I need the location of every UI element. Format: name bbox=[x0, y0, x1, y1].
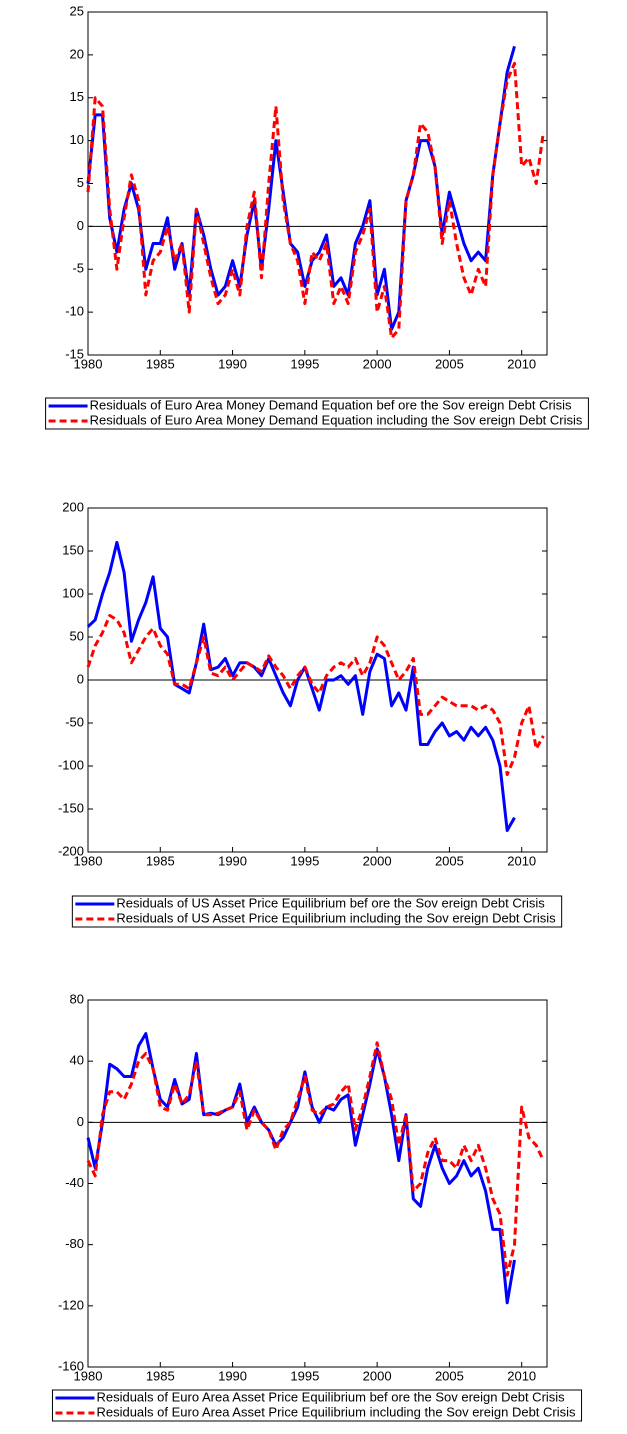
x-tick-label: 1980 bbox=[74, 853, 103, 868]
chart: -200 -150 -100 -50 0 50 100 150 200 1980 1985 1990 1… bbox=[58, 499, 563, 928]
y-tick-label: -15 bbox=[65, 346, 84, 361]
y-tick-label: 100 bbox=[62, 585, 84, 600]
y-tick-label: 50 bbox=[70, 628, 84, 643]
series-line bbox=[86, 614, 545, 777]
x-tick-label: 1990 bbox=[218, 1368, 247, 1383]
legend-frame bbox=[45, 397, 589, 430]
y-tick-label: 5 bbox=[77, 175, 84, 190]
x-tick-label: 1985 bbox=[146, 356, 175, 371]
y-tick-label: -5 bbox=[72, 261, 84, 276]
legend-label: Residuals of Euro Area Asset Price Equil… bbox=[96, 1404, 576, 1419]
y-tick-label: -50 bbox=[65, 714, 84, 729]
x-tick-label: 2005 bbox=[435, 853, 464, 868]
legend-frame bbox=[71, 895, 563, 928]
legend-label: Residuals of Euro Area Asset Price Equil… bbox=[96, 1389, 565, 1404]
y-tick-label: 25 bbox=[70, 3, 84, 18]
series-line bbox=[86, 1032, 516, 1305]
plot-frame bbox=[87, 11, 548, 356]
legend-label: Residuals of US Asset Price Equilibrium … bbox=[116, 910, 556, 925]
y-tick-label: 20 bbox=[70, 46, 84, 61]
x-tick-label: 2000 bbox=[363, 853, 392, 868]
x-tick-label: 1995 bbox=[290, 356, 319, 371]
y-tick-label: 200 bbox=[62, 499, 84, 514]
x-tick-label: 1990 bbox=[218, 356, 247, 371]
legend-label: Residuals of Euro Area Money Demand Equa… bbox=[90, 412, 583, 427]
legend: Residuals of Euro Area Asset Price Equil… bbox=[51, 1389, 583, 1422]
x-tick-label: 2000 bbox=[363, 1368, 392, 1383]
y-tick-label: 150 bbox=[62, 542, 84, 557]
series-line bbox=[86, 540, 516, 832]
y-tick-label: 80 bbox=[70, 991, 84, 1006]
x-tick-label: 1995 bbox=[290, 1368, 319, 1383]
y-tick-label: 15 bbox=[70, 89, 84, 104]
y-tick-label: 10 bbox=[70, 132, 84, 147]
y-tick-label: -160 bbox=[58, 1358, 84, 1373]
legend: Residuals of US Asset Price Equilibrium … bbox=[71, 895, 563, 928]
x-tick-label: 1990 bbox=[218, 853, 247, 868]
x-tick-label: 2010 bbox=[507, 853, 536, 868]
x-tick-label: 1985 bbox=[146, 1368, 175, 1383]
chart: -15 -10 -5 0 5 10 15 20 25 1980 1985 1990 1995 2000 20… bbox=[45, 3, 589, 430]
x-tick-label: 2010 bbox=[507, 1368, 536, 1383]
series-line bbox=[86, 1041, 545, 1277]
series-line bbox=[86, 61, 545, 340]
x-tick-label: 1985 bbox=[146, 853, 175, 868]
plot-frame bbox=[87, 999, 548, 1368]
x-tick-label: 2005 bbox=[435, 356, 464, 371]
y-tick-label: 0 bbox=[77, 218, 84, 233]
y-tick-label: -40 bbox=[65, 1175, 84, 1190]
chart: -160 -120 -80 -40 0 40 80 1980 1985 1990 1995 2000 2… bbox=[51, 991, 583, 1422]
legend-label: Residuals of Euro Area Money Demand Equa… bbox=[90, 397, 572, 412]
y-tick-label: 0 bbox=[77, 671, 84, 686]
legend-label: Residuals of US Asset Price Equilibrium … bbox=[116, 895, 545, 910]
y-tick-label: -120 bbox=[58, 1297, 84, 1312]
y-tick-label: -150 bbox=[58, 800, 84, 815]
y-tick-label: 40 bbox=[70, 1053, 84, 1068]
x-tick-label: 1995 bbox=[290, 853, 319, 868]
y-tick-label: -100 bbox=[58, 757, 84, 772]
x-tick-label: 1980 bbox=[74, 356, 103, 371]
x-tick-label: 2005 bbox=[435, 1368, 464, 1383]
legend-frame bbox=[51, 1389, 583, 1422]
legend: Residuals of Euro Area Money Demand Equa… bbox=[45, 397, 589, 430]
x-tick-label: 2010 bbox=[507, 356, 536, 371]
x-tick-label: 1980 bbox=[74, 1368, 103, 1383]
y-tick-label: 0 bbox=[77, 1114, 84, 1129]
y-tick-label: -80 bbox=[65, 1236, 84, 1251]
y-tick-label: -200 bbox=[58, 843, 84, 858]
x-tick-label: 2000 bbox=[363, 356, 392, 371]
y-tick-label: -10 bbox=[65, 304, 84, 319]
